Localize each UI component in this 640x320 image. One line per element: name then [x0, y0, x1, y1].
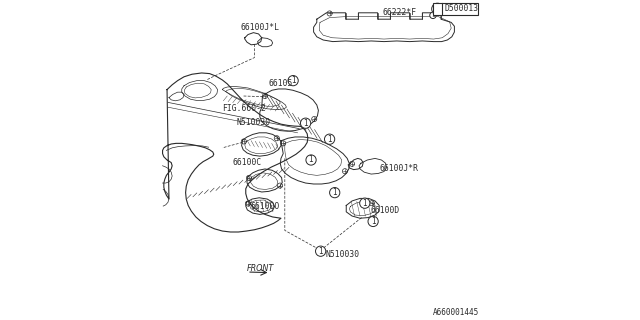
Circle shape	[360, 198, 370, 208]
Text: 1: 1	[362, 199, 367, 208]
Text: 66100D: 66100D	[371, 206, 400, 215]
Bar	[433, 3, 478, 15]
Text: 66100J*L: 66100J*L	[241, 23, 280, 32]
Text: 1: 1	[332, 188, 337, 197]
Text: 1: 1	[291, 76, 296, 85]
Circle shape	[368, 216, 378, 227]
Text: FRONT: FRONT	[246, 264, 274, 273]
Text: 1: 1	[371, 217, 376, 226]
Text: A660001445: A660001445	[433, 308, 479, 317]
Text: 1: 1	[308, 156, 314, 164]
Text: 1: 1	[435, 4, 440, 13]
Text: FIG.660-2: FIG.660-2	[223, 104, 266, 113]
Text: 1: 1	[318, 247, 323, 256]
Circle shape	[306, 155, 316, 165]
Text: 66105: 66105	[269, 79, 293, 88]
Text: 66222*F: 66222*F	[383, 8, 417, 17]
Circle shape	[330, 188, 340, 198]
Text: N510030: N510030	[326, 250, 360, 259]
Text: 66100C: 66100C	[233, 158, 262, 167]
Circle shape	[301, 118, 311, 128]
Text: D500013: D500013	[444, 4, 478, 13]
Circle shape	[432, 3, 443, 15]
Circle shape	[316, 246, 326, 256]
Circle shape	[288, 76, 298, 86]
Text: 1: 1	[327, 135, 332, 144]
Text: 66100J*R: 66100J*R	[380, 164, 418, 173]
Text: 1: 1	[303, 119, 308, 128]
Text: 1: 1	[431, 13, 435, 18]
Circle shape	[324, 134, 335, 144]
Circle shape	[430, 12, 436, 19]
Text: 66100O: 66100O	[250, 202, 280, 211]
Text: N510030: N510030	[236, 118, 270, 127]
